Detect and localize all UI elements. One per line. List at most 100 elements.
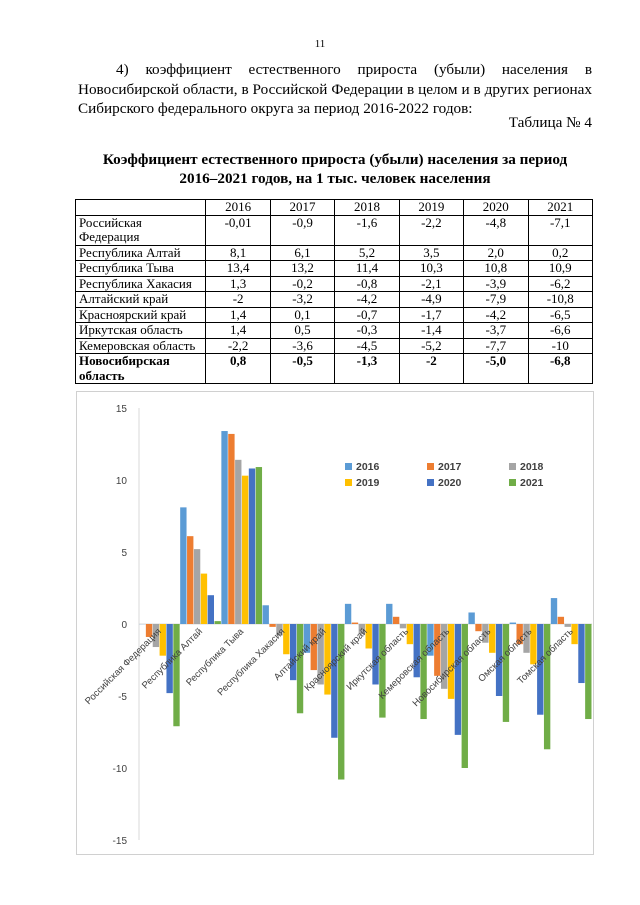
table-title-line: Коэффициент естественного прироста (убыл…: [102, 151, 568, 168]
y-tick-label: 10: [116, 476, 128, 487]
bar-2019: [530, 624, 537, 665]
value-cell: -5,2: [398, 337, 465, 354]
value-cell: -4,2: [463, 306, 529, 323]
y-tick-label: -5: [118, 692, 127, 703]
value-cell: -0,9: [269, 214, 336, 246]
value-cell: -4,2: [334, 291, 400, 308]
bar-2020: [166, 624, 173, 694]
bar-2017: [145, 624, 153, 637]
bar-2019: [571, 624, 578, 645]
table-row: Кемеровская область -2,2 -3,6 -4,5 -5,2 -7,7-…: [74, 337, 594, 354]
column-header: 2021: [527, 199, 594, 216]
value-cell: -2: [398, 353, 465, 384]
bar-2017: [516, 624, 523, 645]
value-cell: 10,3: [398, 260, 465, 277]
legend-label: 2021: [520, 477, 544, 489]
value-cell: -2,2: [398, 214, 465, 246]
value-cell: -3,2: [269, 291, 336, 308]
value-cell: -6,2: [527, 275, 594, 292]
bar-2021: [461, 624, 468, 768]
bar-2021: [379, 624, 386, 718]
bar-2021: [543, 624, 551, 750]
y-tick-label: 0: [121, 620, 127, 631]
value-cell: -2,2: [205, 337, 271, 354]
bar-2020: [248, 468, 256, 624]
bar-2021: [585, 624, 592, 720]
value-cell: 0,1: [269, 306, 336, 323]
bar-2018: [564, 624, 571, 627]
value-cell: -7,1: [527, 214, 594, 246]
bar-2017: [228, 433, 235, 624]
value-cell: 3,5: [398, 244, 465, 261]
bar-2018: [193, 549, 201, 624]
bar-2016: [180, 507, 187, 624]
bar-2016: [262, 605, 269, 624]
bar-2018: [276, 624, 283, 636]
bar-2021: [296, 624, 304, 714]
value-cell: 1,4: [205, 306, 271, 323]
value-cell: -1,4: [398, 322, 465, 339]
value-cell: -4,5: [334, 337, 400, 354]
bar-2020: [207, 595, 214, 624]
value-cell: 8,1: [205, 244, 271, 261]
legend-label: 2018: [520, 461, 544, 473]
value-cell: -0,8: [334, 275, 400, 292]
column-header: [74, 199, 207, 216]
value-cell: -0,01: [205, 214, 271, 246]
bar-2017: [187, 536, 194, 624]
value-cell: -7,7: [463, 337, 529, 354]
intro-paragraph: 4) коэффициент естественного прироста (у…: [78, 61, 592, 117]
legend-swatch: [345, 479, 352, 486]
value-cell: -3,9: [463, 275, 529, 292]
value-cell: -2,1: [398, 275, 465, 292]
table-row: Российская Федерация -0,01 -0,9 -1,6 -2,2 -4,…: [74, 214, 594, 246]
region-name: Республика Тыва: [74, 260, 207, 277]
legend-label: 2017: [438, 461, 462, 473]
column-header: 2020: [463, 199, 529, 216]
column-header: 2016: [205, 199, 271, 216]
value-cell: -0,3: [334, 322, 400, 339]
value-cell: 0,8: [205, 353, 271, 384]
value-cell: 10,8: [463, 260, 529, 277]
value-cell: -10,8: [527, 291, 594, 308]
bar-2016: [221, 431, 228, 624]
bar-2019: [406, 624, 414, 645]
value-cell: 5,2: [334, 244, 400, 261]
value-cell: -3,7: [463, 322, 529, 339]
table-row: Алтайский край -2 -3,2 -4,2 -4,9 -7,9 -10,8: [74, 291, 594, 308]
bar-2018: [523, 624, 530, 653]
value-cell: 0,5: [269, 322, 336, 339]
column-header: 2019: [398, 199, 465, 216]
bar-2019: [447, 624, 455, 699]
value-cell: -0,2: [269, 275, 336, 292]
bar-2019: [159, 624, 166, 656]
legend-swatch: [509, 479, 516, 486]
region-name: Республика Алтай: [74, 244, 207, 261]
region-name: Красноярский край: [74, 306, 207, 323]
value-cell: -4,9: [398, 291, 465, 308]
bar-2020: [578, 624, 585, 684]
region-name: Республика Хакасия: [74, 275, 207, 292]
bar-2016: [468, 612, 475, 624]
value-cell: 0,2: [527, 244, 594, 261]
bar-2019: [365, 624, 372, 649]
value-cell: -5,0: [463, 353, 529, 384]
value-cell: -0,7: [334, 306, 400, 323]
bar-2017: [351, 622, 359, 624]
value-cell: 2,0: [463, 244, 529, 261]
bar-2021: [338, 624, 345, 780]
table-row: Новосибирская область 0,8 -0,5 -1,3 -2 -5,0 -6…: [74, 353, 594, 384]
legend-swatch: [345, 463, 352, 470]
bar-2016: [386, 603, 393, 624]
table-title-line: 2016–2021 годов, на 1 тыс. человек насел…: [179, 170, 491, 187]
value-cell: -6,5: [527, 306, 594, 323]
bar-2021: [420, 624, 427, 720]
bar-2016: [303, 624, 311, 653]
bar-2016: [509, 622, 516, 624]
legend-swatch: [427, 463, 434, 470]
legend-swatch: [509, 463, 516, 470]
region-name: Российская Федерация: [74, 214, 207, 246]
bar-2018: [358, 624, 365, 635]
bar-2020: [495, 624, 503, 696]
